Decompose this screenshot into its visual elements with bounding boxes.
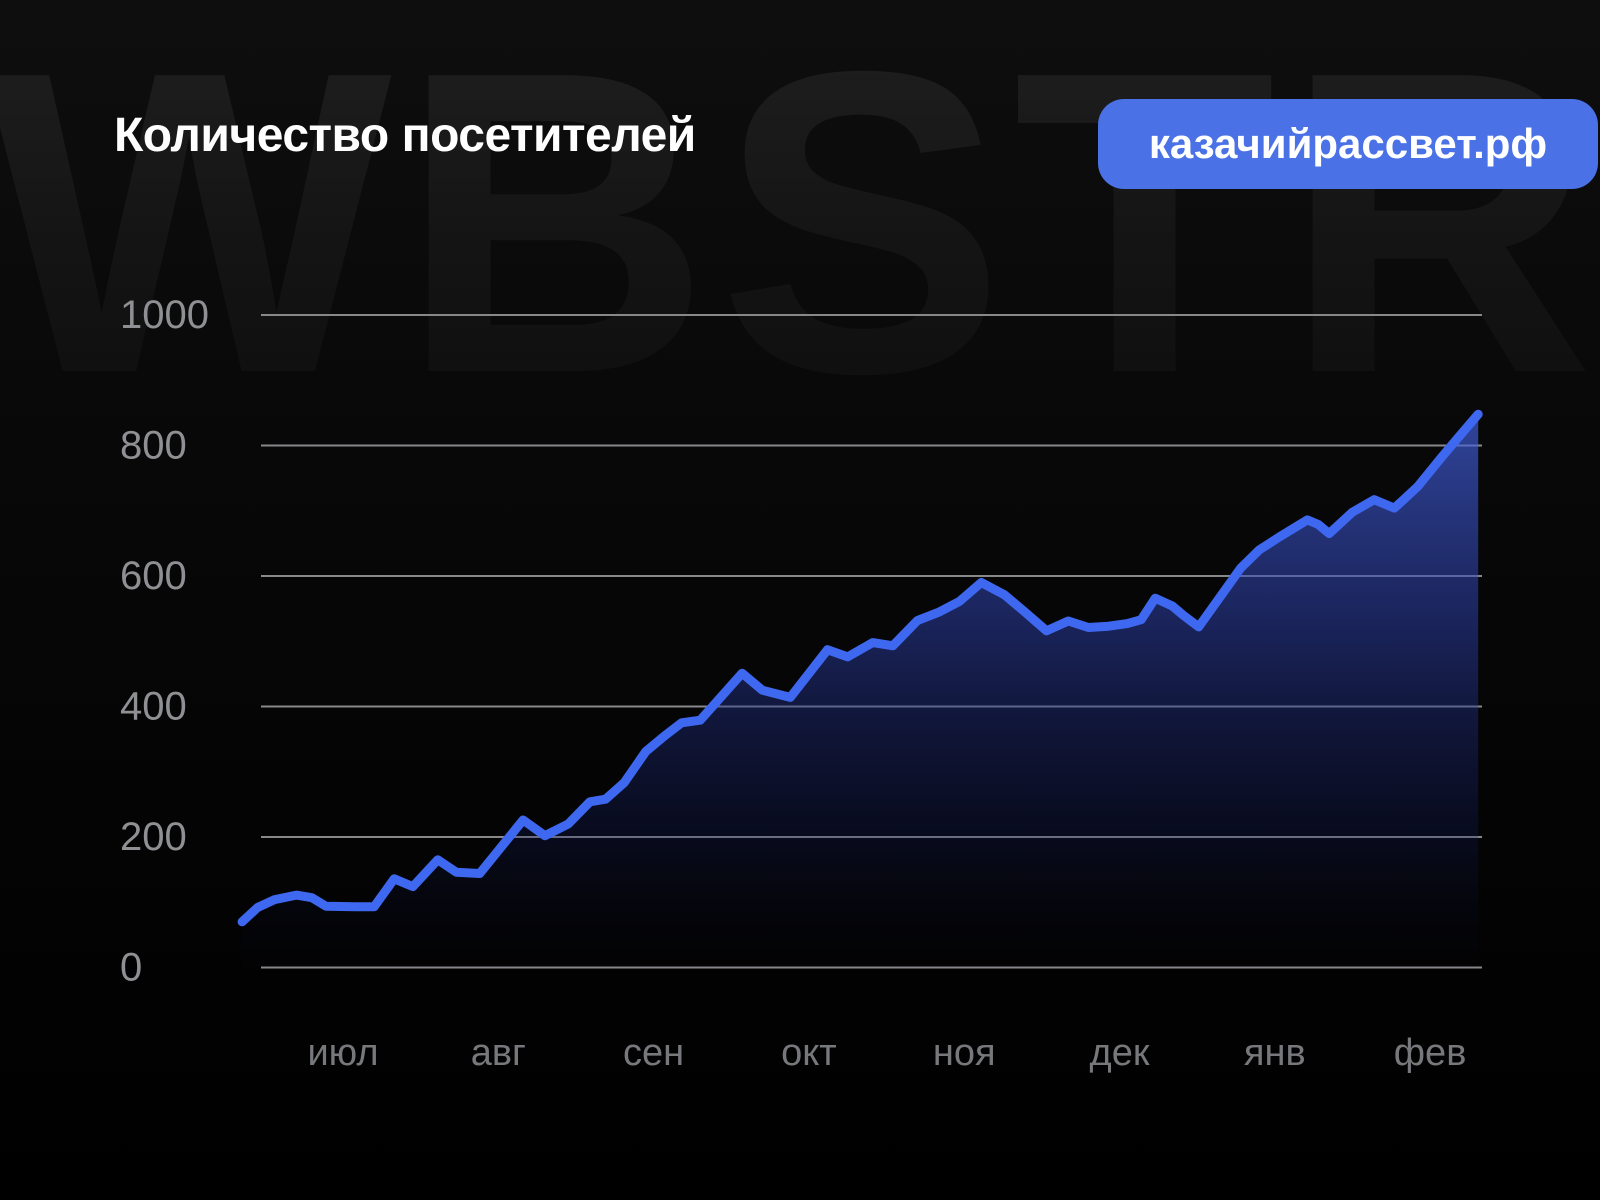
x-tick-label: янв xyxy=(1244,1032,1306,1074)
x-tick-label: дек xyxy=(1090,1032,1150,1074)
page-title: Количество посетителей xyxy=(114,109,696,162)
domain-badge[interactable]: казачийрассвет.рф xyxy=(1098,99,1598,189)
y-tick-label: 800 xyxy=(120,424,187,468)
y-tick-label: 200 xyxy=(120,815,187,859)
x-tick-label: июл xyxy=(307,1032,378,1074)
watermark-text: WBSTR xyxy=(0,8,1600,438)
x-tick-label: авг xyxy=(471,1032,526,1074)
x-tick-label: сен xyxy=(623,1032,684,1074)
y-tick-label: 400 xyxy=(120,685,187,729)
x-tick-label: окт xyxy=(781,1032,837,1074)
x-tick-label: ноя xyxy=(933,1032,996,1074)
area-fill xyxy=(242,414,1479,968)
x-tick-label: фев xyxy=(1394,1032,1467,1074)
y-tick-label: 0 xyxy=(120,946,142,990)
y-tick-label: 600 xyxy=(120,554,187,598)
series-line xyxy=(237,409,1483,927)
y-tick-label: 1000 xyxy=(120,293,209,337)
domain-badge-label: казачийрассвет.рф xyxy=(1148,120,1548,167)
